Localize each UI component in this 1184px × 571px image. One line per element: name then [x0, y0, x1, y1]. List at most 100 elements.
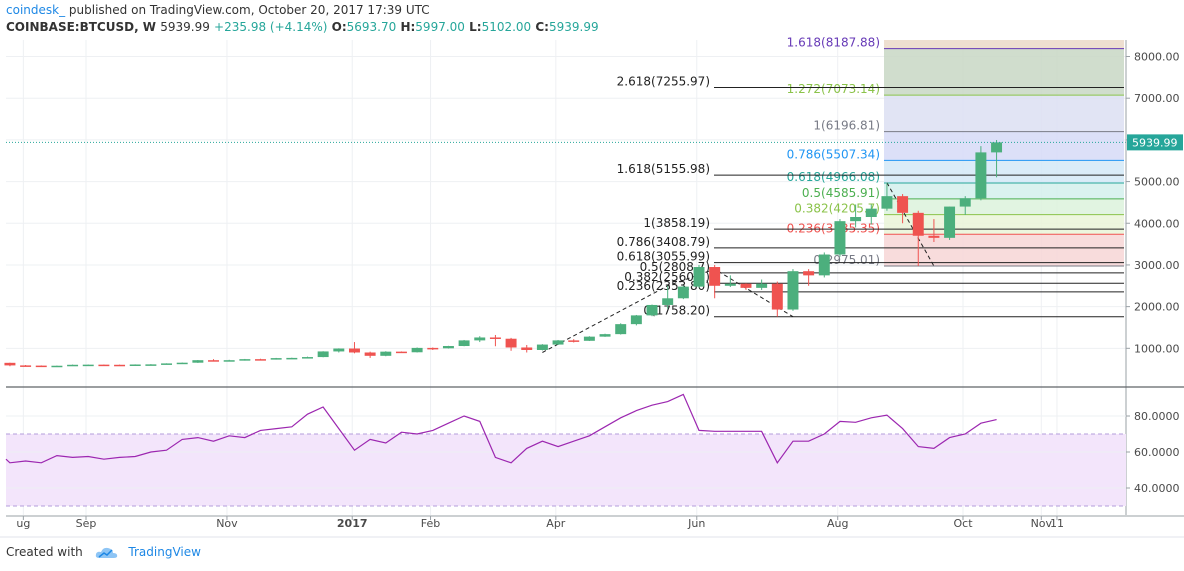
candle-body-25 — [380, 351, 392, 356]
candle-body-31 — [474, 337, 486, 341]
candle-body-19 — [286, 357, 298, 360]
ohlc-header: COINBASE:BTCUSD, W 5939.99 +235.98 (+4.1… — [6, 20, 599, 34]
high-label: H: — [400, 20, 416, 34]
fib-zone-top — [884, 40, 1124, 49]
candle-body-43 — [662, 298, 674, 305]
candle-body-10 — [145, 364, 157, 366]
candle-body-4 — [51, 365, 63, 368]
price-tick-label-1: 2000.00 — [1134, 301, 1180, 314]
fib-zone-2 — [884, 131, 1124, 161]
time-tick-label-3: 2017 — [337, 517, 368, 530]
fib-right-label-1: 1.272(7073.14) — [787, 82, 880, 96]
price-tick-label-6: 7000.00 — [1134, 92, 1180, 105]
candle-body-45 — [693, 267, 705, 287]
fib-zone-4 — [884, 182, 1124, 199]
publish-header: coindesk_ published on TradingView.com, … — [6, 3, 430, 17]
high-value: 5997.00 — [415, 20, 465, 34]
low-value: 5102.00 — [481, 20, 532, 34]
last-price: 5939.99 — [160, 20, 210, 34]
fib-right-label-4: 0.618(4966.08) — [787, 170, 880, 184]
candle-body-44 — [677, 286, 689, 299]
open-value: 5693.70 — [346, 20, 397, 34]
candle-body-5 — [67, 364, 79, 367]
fib-right-label-2: 1(6196.81) — [813, 119, 880, 133]
last-price-tag-label: 5939.99 — [1132, 136, 1178, 149]
fib-left-label-4: 0.618(3055.99) — [617, 250, 710, 264]
candle-body-64 — [991, 142, 1003, 153]
price-tick-label-4: 5000.00 — [1134, 176, 1180, 189]
time-tick-label-6: Jun — [687, 517, 705, 530]
candle-body-58 — [897, 196, 909, 213]
candle-body-26 — [395, 351, 407, 354]
candle-body-61 — [944, 206, 956, 238]
candle-body-17 — [255, 359, 266, 361]
candle-body-22 — [333, 348, 345, 352]
fib-right-label-7: 0.236(3735.35) — [787, 221, 880, 235]
fib-zone-5 — [884, 198, 1124, 215]
fib-right-label-6: 0.382(4205.7) — [794, 202, 880, 216]
candle-body-49 — [756, 283, 768, 288]
candle-body-24 — [364, 352, 376, 356]
candle-body-34 — [521, 347, 533, 350]
candle-body-51 — [787, 271, 799, 310]
candle-body-36 — [552, 340, 564, 345]
time-tick-label-10: 11 — [1050, 517, 1064, 530]
candle-body-2 — [20, 365, 32, 367]
candle-body-41 — [630, 315, 642, 325]
candle-body-47 — [724, 283, 736, 286]
time-tick-label-8: Oct — [953, 517, 973, 530]
candle-body-54 — [834, 221, 846, 255]
fib-left-label-6: 0.382(2560.8) — [624, 270, 710, 284]
candle-body-37 — [568, 340, 580, 342]
candle-body-15 — [223, 360, 235, 362]
price-tick-label-7: 8000.00 — [1134, 51, 1180, 64]
fib-left-label-2: 1(3858.19) — [643, 216, 710, 230]
candle-body-32 — [489, 337, 501, 339]
trend-line-1 — [886, 182, 935, 267]
candle-body-62 — [959, 198, 971, 207]
candle-body-38 — [583, 336, 595, 341]
candle-body-18 — [270, 358, 282, 360]
price-tick-label-0: 1000.00 — [1134, 342, 1180, 355]
time-tick-label-2: Nov — [216, 517, 238, 530]
candle-body-23 — [348, 348, 360, 353]
tradingview-cloud-icon — [95, 547, 117, 558]
fib-left-label-0: 2.618(7255.97) — [617, 75, 710, 89]
candle-body-16 — [239, 359, 251, 361]
time-tick-label-1: Sep — [76, 517, 97, 530]
open-label: O: — [331, 20, 347, 34]
price-tick-label-3: 4000.00 — [1134, 217, 1180, 230]
rsi-line — [5, 393, 997, 464]
close-value: 5939.99 — [548, 20, 599, 34]
candle-body-14 — [208, 360, 220, 362]
fib-left-label-8: 0(1758.20) — [643, 304, 710, 318]
candle-body-29 — [442, 346, 454, 349]
low-label: L: — [469, 20, 482, 34]
trend-line-0 — [542, 268, 794, 353]
time-tick-label-5: Apr — [546, 517, 566, 530]
candle-body-28 — [427, 347, 439, 350]
price-change: +235.98 (+4.14%) — [214, 20, 328, 34]
candle-body-6 — [82, 364, 94, 367]
fib-right-label-8: 0(2975.01) — [813, 253, 880, 267]
author-link[interactable]: coindesk_ — [6, 3, 66, 17]
candle-body-59 — [912, 212, 924, 236]
tradingview-link[interactable]: TradingView — [128, 545, 201, 559]
candle-body-13 — [192, 360, 204, 363]
publish-info: published on TradingView.com, October 20… — [68, 3, 430, 17]
time-tick-label-9: Nov — [1031, 517, 1053, 530]
candle-body-57 — [881, 196, 893, 209]
candle-body-12 — [176, 362, 188, 365]
rsi-tick-label-0: 40.0000 — [1134, 482, 1180, 495]
candle-body-30 — [458, 340, 470, 347]
fib-zone-0 — [884, 48, 1124, 96]
candle-body-39 — [599, 334, 611, 337]
fib-right-label-0: 1.618(8187.88) — [787, 36, 880, 50]
candle-body-20 — [302, 357, 313, 359]
candle-body-50 — [771, 283, 783, 310]
candle-body-63 — [975, 152, 987, 199]
fib-zone-3 — [884, 160, 1124, 183]
rsi-band — [6, 434, 1126, 506]
time-tick-label-7: Aug — [827, 517, 848, 530]
